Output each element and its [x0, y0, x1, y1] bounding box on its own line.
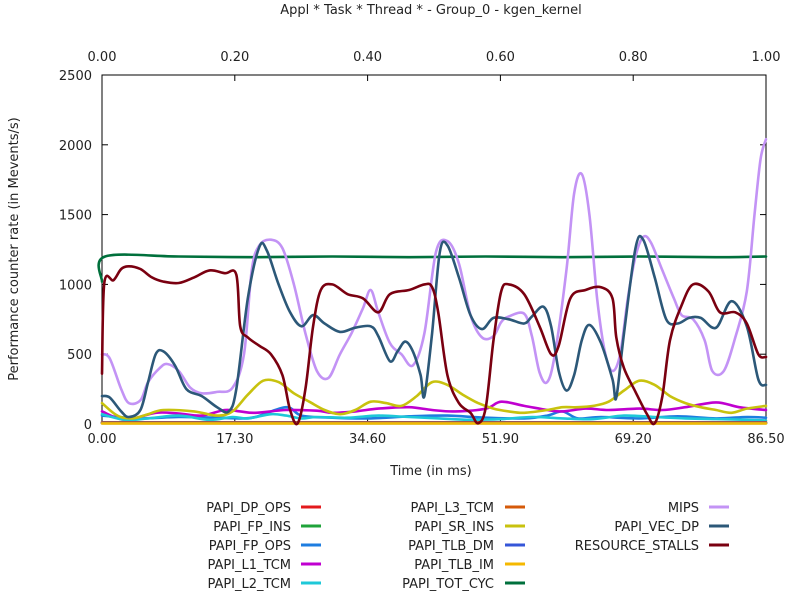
- x2-tick-label: 0.00: [88, 50, 117, 65]
- legend-label-papi-tlb-im: PAPI_TLB_IM: [414, 558, 494, 573]
- series-line-mips: [100, 137, 768, 406]
- y-tick-label: 2000: [59, 139, 92, 154]
- series-lines: [97, 137, 768, 426]
- y-tick-label: 1500: [59, 209, 92, 224]
- x-tick-label: 17.30: [216, 432, 253, 447]
- legend-label-papi-sr-ins: PAPI_SR_INS: [414, 520, 494, 535]
- legend-label-papi-vec-dp: PAPI_VEC_DP: [614, 520, 699, 535]
- series-line-papi-vec-dp: [100, 234, 768, 419]
- x-tick-label: 86.50: [747, 432, 784, 447]
- legend-label-papi-fp-ins: PAPI_FP_INS: [213, 520, 291, 535]
- chart-title: Appl * Task * Thread * - Group_0 - kgen_…: [280, 3, 582, 18]
- y-tick-label: 2500: [59, 69, 92, 84]
- legend-label-papi-tot-cyc: PAPI_TOT_CYC: [402, 577, 494, 592]
- x2-tick-label: 1.00: [752, 50, 781, 65]
- x-tick-label: 34.60: [349, 432, 386, 447]
- series-line-papi-sr-ins: [100, 378, 768, 420]
- series-line-resource-stalls: [100, 265, 768, 426]
- x-tick-label: 69.20: [615, 432, 652, 447]
- x2-tick-label: 0.60: [486, 50, 515, 65]
- x-tick-label: 0.00: [88, 432, 117, 447]
- series-line-papi-l1-tcm: [100, 400, 768, 422]
- legend-label-papi-fp-ops: PAPI_FP_OPS: [209, 539, 291, 554]
- x2-axis-ticks: 0.00 0.20 0.40 0.60 0.80 1.00: [88, 50, 781, 81]
- x-tick-label: 51.90: [482, 432, 519, 447]
- y-axis-label: Performance counter rate (in Mevents/s): [7, 117, 22, 381]
- legend-label-papi-l3-tcm: PAPI_L3_TCM: [410, 501, 494, 516]
- x-axis-label: Time (in ms): [389, 464, 472, 479]
- series-line-papi-l2-tcm: [100, 412, 768, 422]
- legend-label-papi-tlb-dm: PAPI_TLB_DM: [408, 539, 494, 554]
- y-axis-ticks: 0 500 1000 1500 2000 2500: [59, 69, 766, 433]
- legend-label-papi-l2-tcm: PAPI_L2_TCM: [207, 577, 291, 592]
- y-tick-label: 1000: [59, 278, 92, 293]
- legend-label-papi-dp-ops: PAPI_DP_OPS: [206, 501, 291, 516]
- x2-tick-label: 0.40: [353, 50, 382, 65]
- x2-tick-label: 0.80: [619, 50, 648, 65]
- y-tick-label: 0: [84, 418, 92, 433]
- legend-label-mips: MIPS: [668, 501, 699, 516]
- legend-label-papi-l1-tcm: PAPI_L1_TCM: [207, 558, 291, 573]
- legend: PAPI_DP_OPS PAPI_FP_INS PAPI_FP_OPS PAPI_L1…: [206, 501, 729, 592]
- x2-tick-label: 0.20: [220, 50, 249, 65]
- y-tick-label: 500: [67, 348, 92, 363]
- legend-label-resource-stalls: RESOURCE_STALLS: [575, 539, 699, 554]
